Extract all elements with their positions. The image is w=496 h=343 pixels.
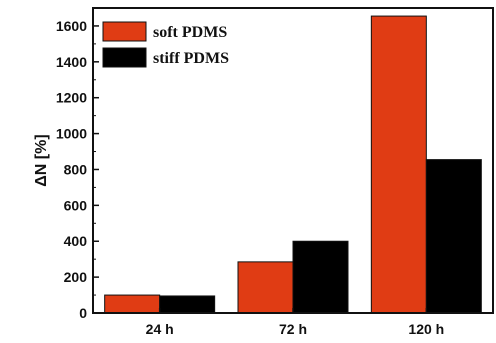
legend: soft PDMS stiff PDMS xyxy=(102,21,229,68)
y-tick-label: 1000 xyxy=(56,126,87,142)
bar-stiff-pdms-24-h xyxy=(159,295,216,314)
y-axis-label: ΔN [%] xyxy=(33,134,50,186)
x-tick-label: 72 h xyxy=(279,321,307,337)
bar-soft-pdms-24-h xyxy=(104,294,161,314)
y-tick-label: 0 xyxy=(79,305,87,321)
y-tick-label: 1600 xyxy=(56,18,87,34)
bar-soft-pdms-72-h xyxy=(237,261,294,314)
bar-stiff-pdms-72-h xyxy=(292,240,349,314)
legend-swatch-soft-pdms xyxy=(102,21,147,42)
legend-swatch-stiff-pdms xyxy=(102,47,147,68)
bar-stiff-pdms-120-h xyxy=(425,159,482,314)
x-axis-ticks: 24 h 72 h 120 h xyxy=(146,308,444,337)
x-tick-label: 24 h xyxy=(146,321,174,337)
bar-soft-pdms-120-h xyxy=(370,15,427,314)
y-tick-label: 1400 xyxy=(56,54,87,70)
x-tick-label: 120 h xyxy=(408,321,444,337)
y-tick-label: 800 xyxy=(64,161,88,177)
y-tick-label: 600 xyxy=(64,197,88,213)
y-axis-ticks: 0 200 400 600 800 1000 1200 1400 1600 xyxy=(56,18,99,321)
legend-label-soft-pdms: soft PDMS xyxy=(153,24,227,41)
legend-label-stiff-pdms: stiff PDMS xyxy=(153,50,229,67)
bars-group xyxy=(104,15,482,314)
y-tick-label: 1200 xyxy=(56,90,87,106)
y-tick-label: 200 xyxy=(64,269,88,285)
y-tick-label: 400 xyxy=(64,233,88,249)
plot-frame xyxy=(92,7,494,314)
